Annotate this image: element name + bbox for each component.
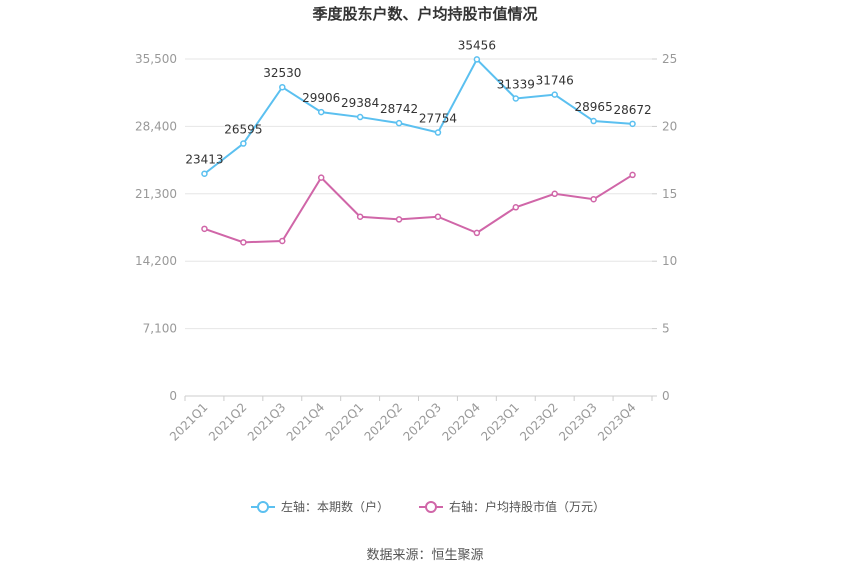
x-tick-label: 2023Q1 [478,400,522,444]
y-left-tick-label: 21,300 [135,187,177,201]
x-tick-label: 2022Q4 [439,400,483,444]
y-axis-right: 0 5 10 15 20 25 [652,52,677,403]
data-point [434,213,442,220]
data-point [473,56,481,63]
data-point [629,120,636,128]
y-right-tick-label: 5 [662,322,670,336]
legend-marker [257,501,269,513]
data-point [395,216,403,223]
data-label: 32530 [263,66,301,80]
data-point [317,174,325,181]
data-point [512,204,520,211]
x-tick-label: 2021Q4 [284,400,328,444]
data-point [201,170,208,177]
x-tick-label: 2021Q1 [167,400,211,444]
data-point [279,237,286,245]
series-line-1 [203,57,633,175]
y-left-tick-label: 0 [169,389,177,403]
data-label: 31746 [536,74,574,88]
data-point [590,117,597,125]
x-tick-label: 2023Q2 [517,400,561,444]
y-axis-left: 0 7,100 14,200 21,300 28,400 35,500 [135,52,177,403]
data-point [356,113,364,121]
x-tick-label: 2022Q3 [401,400,445,444]
data-label: 35456 [458,38,496,52]
data-label: 29384 [341,96,379,110]
x-tick-label: 2023Q3 [556,400,600,444]
legend-label: 右轴：户均持股市值（万元） [449,499,605,514]
data-source: 数据来源：恒生聚源 [366,548,483,563]
y-left-tick-label: 7,100 [143,322,177,336]
data-point [473,229,481,237]
data-point [551,190,558,198]
y-right-tick-label: 0 [662,389,670,403]
data-point [434,129,442,136]
y-right-tick-label: 15 [662,187,677,201]
legend[interactable]: 左轴：本期数（户） 右轴：户均持股市值（万元） [251,499,605,514]
data-label: 27754 [419,112,457,126]
data-point [279,83,286,91]
y-left-tick-label: 28,400 [135,119,177,133]
data-point [590,195,597,203]
y-left-tick-label: 35,500 [135,52,177,66]
y-right-tick-label: 10 [662,254,677,268]
data-point [512,95,520,102]
x-tick-label: 2021Q3 [245,400,289,444]
x-tick-label: 2021Q2 [206,400,250,444]
legend-label: 左轴：本期数（户） [281,499,389,514]
data-label: 28672 [613,103,651,117]
y-right-tick-label: 25 [662,52,677,66]
legend-item-1[interactable]: 左轴：本期数（户） [251,499,389,514]
data-point [240,239,247,246]
data-point [629,171,636,179]
data-point [201,225,208,233]
x-axis: 2021Q12021Q22021Q32021Q42022Q12022Q22022… [167,396,653,444]
legend-marker [425,501,437,513]
legend-item-2[interactable]: 右轴：户均持股市值（万元） [419,499,605,514]
x-tick-label: 2022Q2 [362,400,406,444]
data-point [356,213,364,220]
data-point [240,140,247,147]
data-label: 28742 [380,102,418,116]
data-point [551,91,558,98]
data-label: 31339 [497,78,535,92]
x-tick-label: 2022Q1 [323,400,367,444]
data-label: 29906 [302,91,340,105]
x-tick-label: 2023Q4 [595,400,639,444]
series-line-2 [204,174,634,244]
data-point [317,108,325,116]
chart-title: 季度股东户数、户均持股市值情况 [312,5,537,23]
data-label: 28965 [575,100,613,114]
y-left-tick-label: 14,200 [135,254,177,268]
data-label: 23413 [185,153,223,167]
y-right-tick-label: 20 [662,119,677,133]
data-label: 26595 [224,123,262,137]
data-point [395,119,403,127]
